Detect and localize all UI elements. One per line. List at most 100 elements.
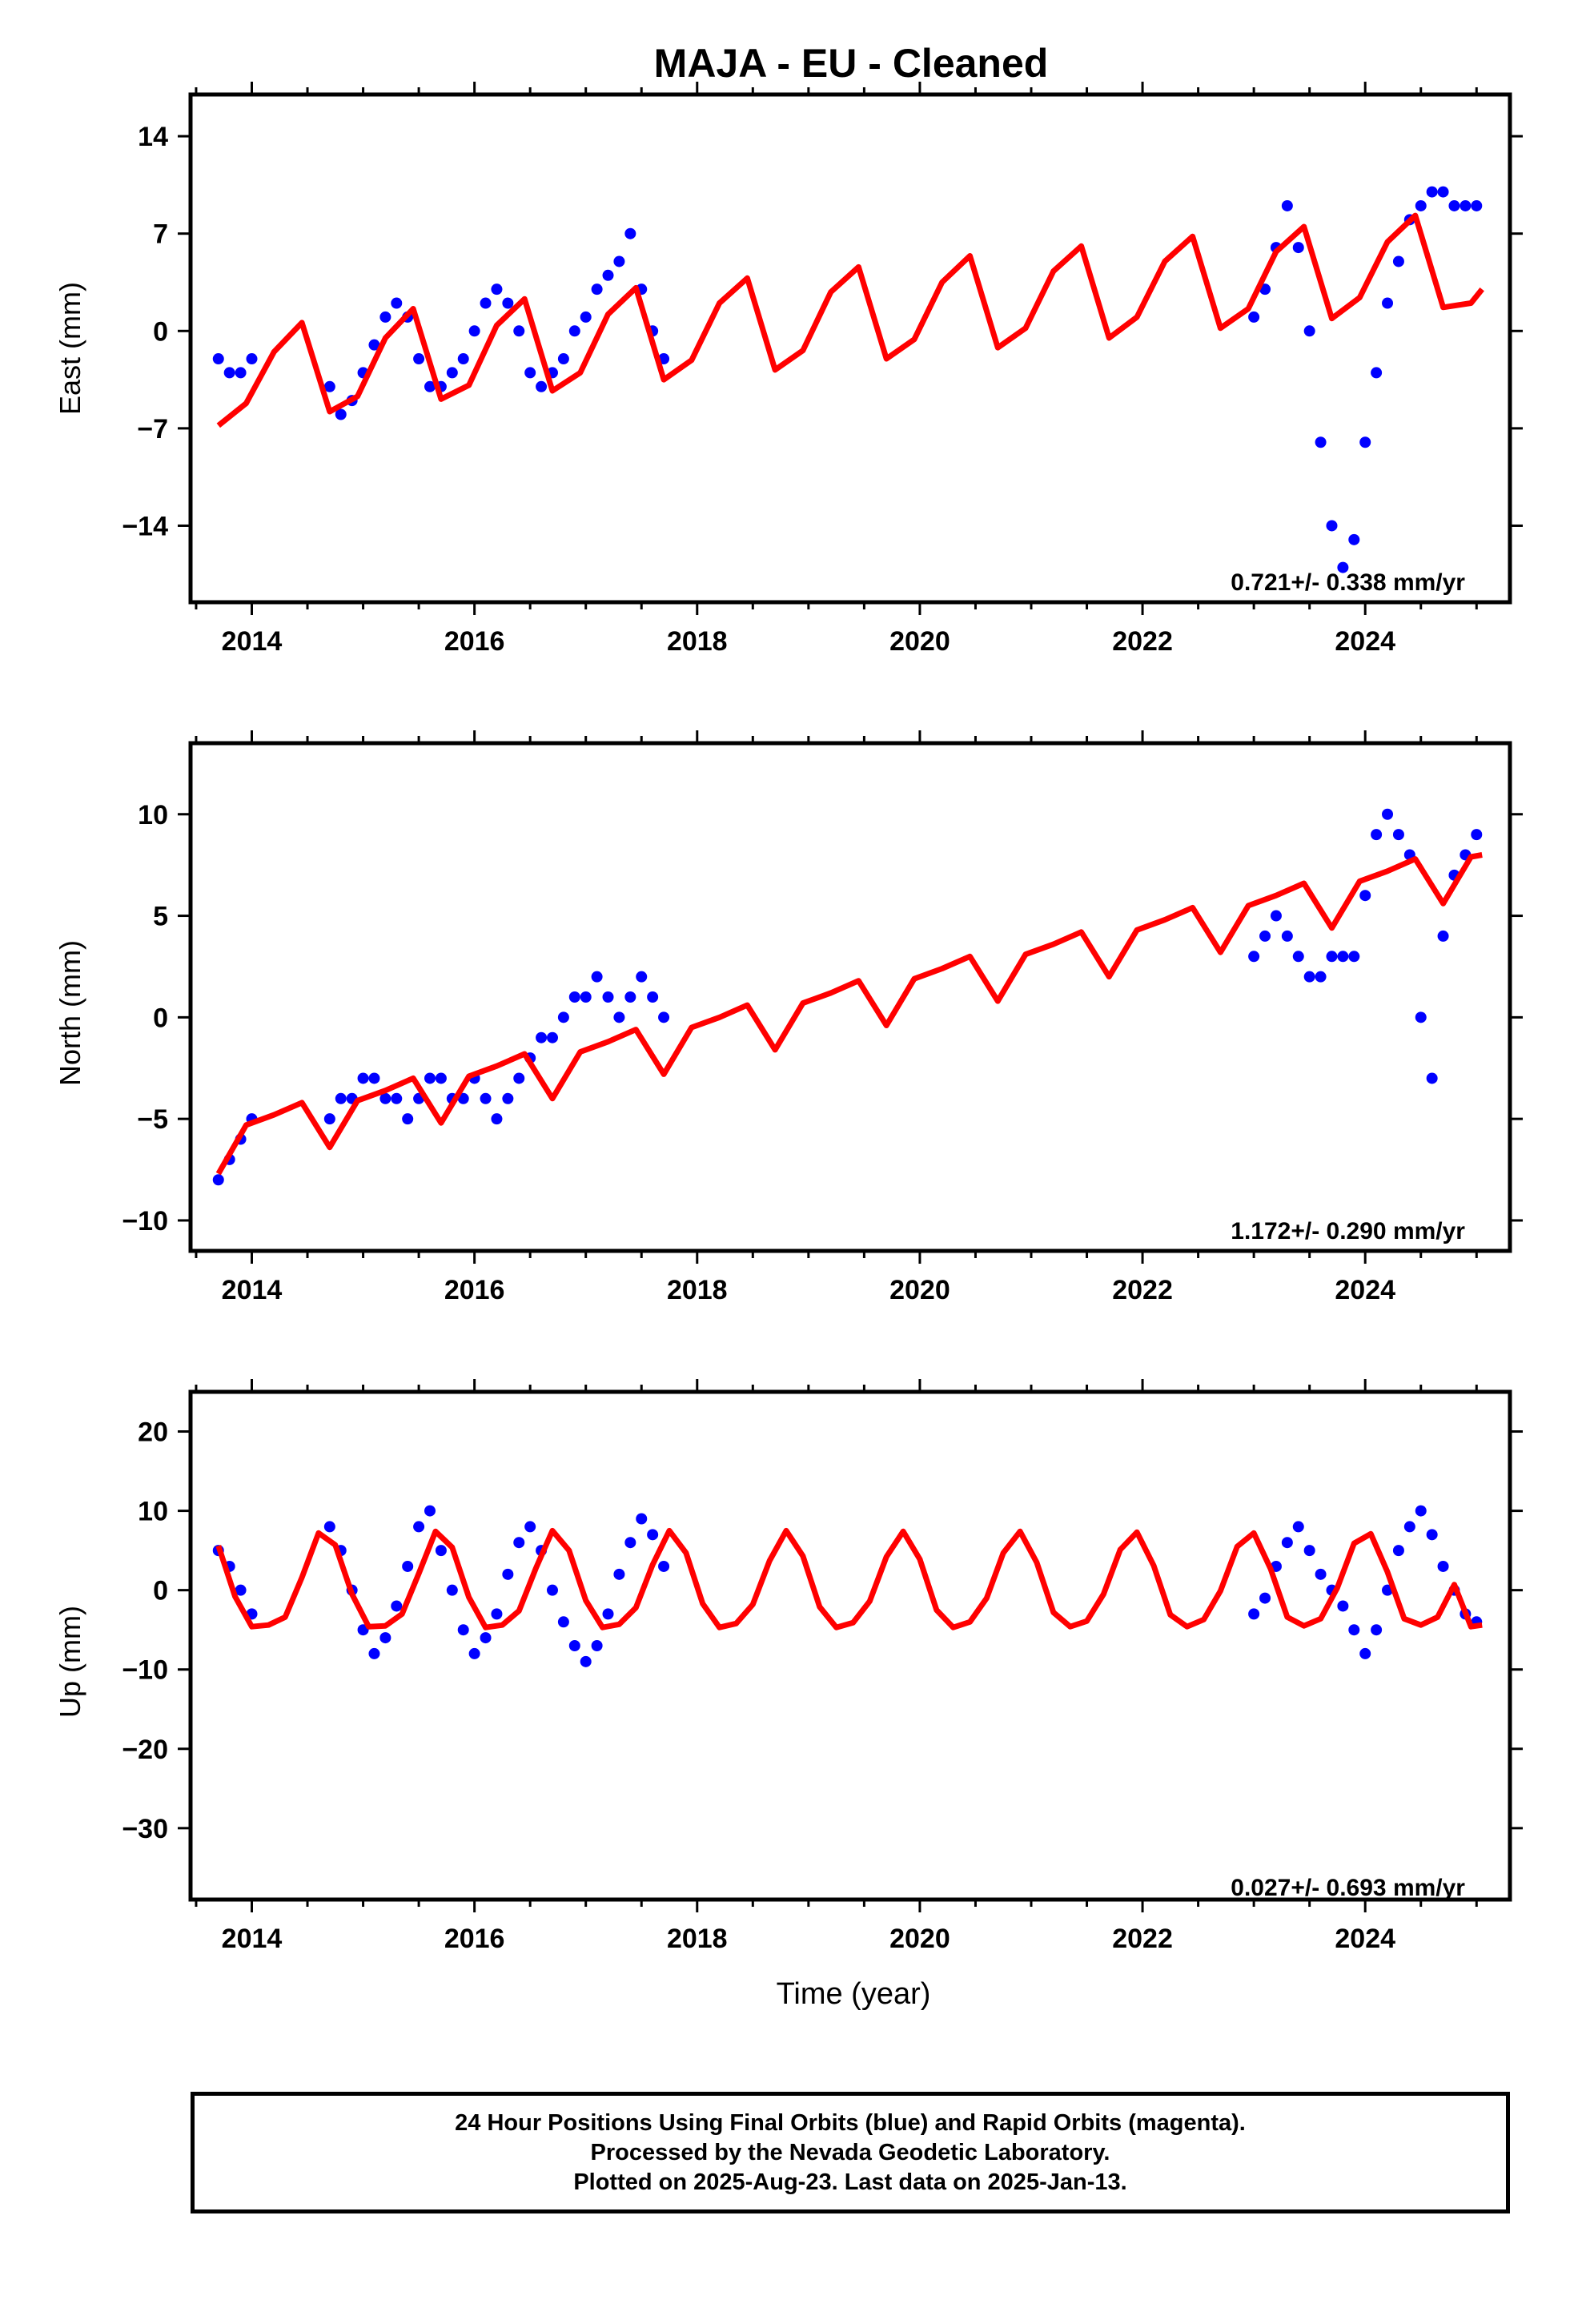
north-data-point — [557, 1011, 569, 1023]
east-data-point — [1281, 199, 1293, 211]
north-x-tick-label: 2024 — [1335, 1275, 1395, 1305]
east-ylabel: East (mm) — [54, 282, 86, 415]
up-y-tick-label: −10 — [122, 1655, 168, 1686]
east-data-point — [1448, 199, 1460, 211]
up-y-tick-label: 20 — [138, 1417, 168, 1448]
north-y-tick-label: −10 — [122, 1206, 168, 1236]
east-data-point — [536, 380, 548, 392]
north-x-tick-label: 2016 — [444, 1275, 505, 1305]
north-data-point — [212, 1174, 224, 1186]
east-rate-label: 0.721+/- 0.338 mm/yr — [1231, 569, 1465, 596]
up-model-line — [215, 1527, 1483, 1630]
x-axis-label: Time (year) — [777, 1977, 931, 2011]
east-data-point — [502, 297, 514, 309]
up-data-point — [1403, 1521, 1415, 1533]
north-data-point — [368, 1072, 380, 1084]
up-data-point — [379, 1632, 391, 1644]
north-data-point — [613, 1011, 625, 1023]
north-data-point — [1415, 1011, 1427, 1023]
north-y-tick-label: 10 — [138, 800, 168, 830]
north-data-point — [435, 1072, 447, 1084]
up-data-point — [1281, 1537, 1293, 1549]
east-data-point — [1326, 520, 1338, 532]
east-data-point — [223, 367, 235, 379]
east-frame — [188, 92, 1512, 605]
up-data-point — [613, 1568, 625, 1580]
east-data-point — [1415, 199, 1427, 211]
up-data-point — [1315, 1568, 1327, 1580]
north-x-tick-label: 2022 — [1112, 1275, 1173, 1305]
north-data-point — [1326, 951, 1338, 963]
east-data-point — [468, 325, 480, 337]
east-data-point — [1471, 199, 1483, 211]
north-data-point — [1281, 930, 1293, 942]
up-data-point — [1426, 1529, 1438, 1541]
up-data-point — [435, 1545, 447, 1557]
up-data-point — [557, 1616, 569, 1628]
east-data-point — [1437, 186, 1449, 198]
up-y-tick-label: −30 — [122, 1814, 168, 1844]
panel-east: East (mm) 0.721+/- 0.338 mm/yr 2014 2016 2… — [54, 82, 1523, 657]
up-data-point — [658, 1560, 670, 1572]
east-x-tick-label: 2018 — [667, 626, 728, 657]
up-y-tick-label: 10 — [138, 1497, 168, 1527]
north-data-point — [624, 991, 636, 1003]
east-data-point — [1315, 436, 1327, 448]
up-data-point — [624, 1537, 636, 1549]
up-data-point — [323, 1521, 335, 1533]
east-data-point — [1292, 242, 1304, 254]
up-data-point — [424, 1505, 436, 1517]
north-data-point — [379, 1092, 391, 1104]
up-data-point — [235, 1584, 247, 1596]
north-data-point — [323, 1113, 335, 1125]
north-data-point — [1471, 829, 1483, 841]
up-data-point — [580, 1655, 592, 1667]
north-data-point — [391, 1092, 403, 1104]
north-data-point — [1292, 951, 1304, 963]
east-x-tick-label: 2020 — [889, 626, 950, 657]
up-ylabel: Up (mm) — [54, 1606, 86, 1718]
east-data-point — [1359, 436, 1371, 448]
panel-north: North (mm) 1.172+/- 0.290 mm/yr 2014 2016… — [54, 730, 1523, 1305]
east-data-point — [513, 325, 525, 337]
panel-up: Up (mm) 0.027+/- 0.693 mm/yr 2014 2016 201… — [54, 1379, 1523, 1954]
east-data-point — [379, 311, 391, 323]
north-y-tick-label: 5 — [153, 902, 168, 932]
up-data-point — [636, 1513, 648, 1525]
up-data-point — [457, 1624, 469, 1636]
north-data-point — [591, 971, 603, 983]
east-data-point — [1426, 186, 1438, 198]
east-data-point — [246, 353, 258, 365]
east-data-point — [480, 297, 492, 309]
up-data-point — [368, 1647, 380, 1659]
caption-line-3: Plotted on 2025-Aug-23. Last data on 202… — [573, 2169, 1127, 2195]
north-data-point — [1382, 808, 1394, 820]
caption-line-1: 24 Hour Positions Using Final Orbits (bl… — [455, 2109, 1246, 2136]
up-x-tick-label: 2020 — [889, 1924, 950, 1954]
east-data-point — [580, 311, 592, 323]
east-data-point — [1337, 561, 1349, 573]
up-x-tick-label: 2016 — [444, 1924, 505, 1954]
east-data-point — [557, 353, 569, 365]
north-data-point — [546, 1031, 558, 1043]
north-data-point — [1359, 890, 1371, 902]
up-data-point — [1371, 1624, 1383, 1636]
north-data-point — [536, 1031, 548, 1043]
north-data-point — [424, 1072, 436, 1084]
north-y-tick-label: −5 — [137, 1104, 168, 1135]
up-data-point — [1248, 1608, 1260, 1620]
east-x-tick-label: 2024 — [1335, 626, 1395, 657]
up-data-point — [413, 1521, 425, 1533]
north-data-point — [1392, 829, 1404, 841]
up-data-point — [1259, 1592, 1271, 1604]
caption-box: 24 Hour Positions Using Final Orbits (bl… — [191, 2092, 1510, 2213]
east-data-point — [446, 367, 458, 379]
east-data-point — [1460, 199, 1472, 211]
up-x-tick-label: 2022 — [1112, 1924, 1173, 1954]
up-data-point — [1359, 1647, 1371, 1659]
north-x-tick-label: 2018 — [667, 1275, 728, 1305]
up-data-point — [591, 1640, 603, 1651]
up-data-point — [1292, 1521, 1304, 1533]
north-data-point — [1371, 829, 1383, 841]
